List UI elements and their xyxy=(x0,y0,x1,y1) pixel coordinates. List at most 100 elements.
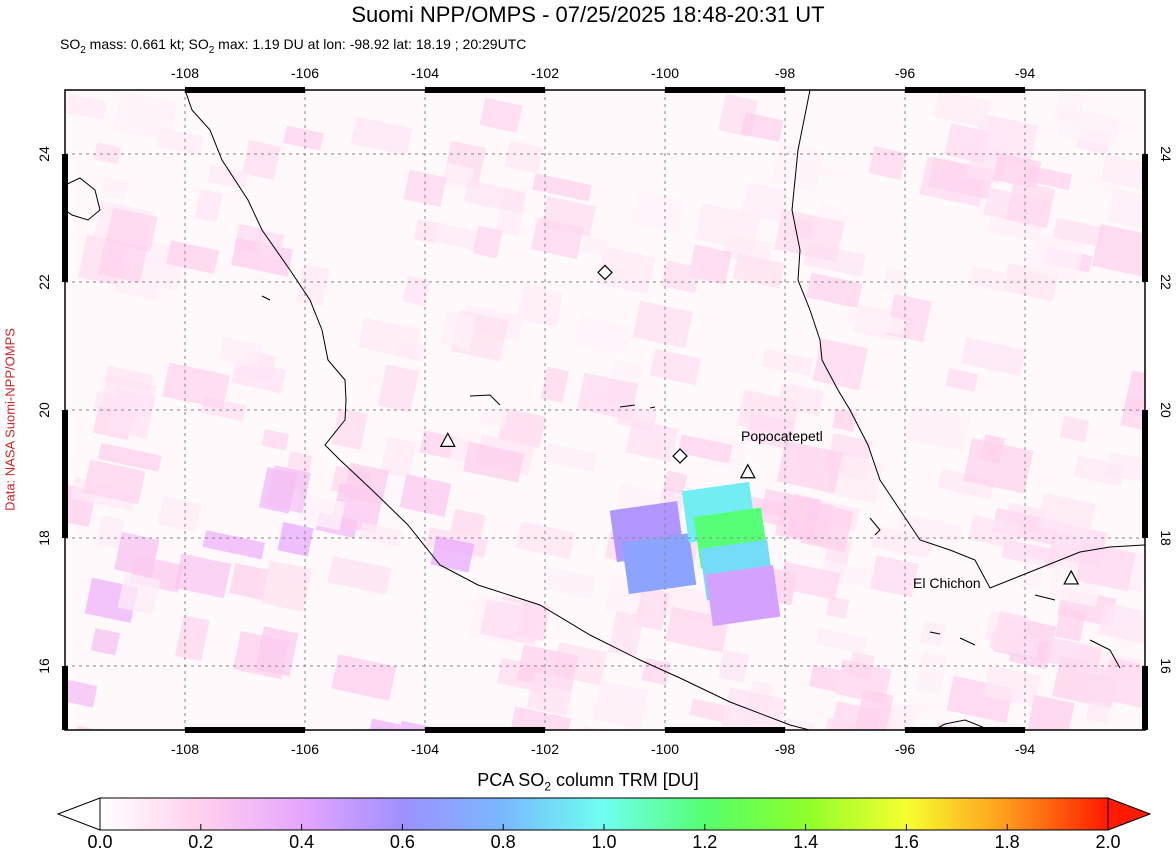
swath-pixel xyxy=(479,97,523,133)
swath-pixel xyxy=(101,177,129,201)
swath-pixel xyxy=(806,272,863,309)
lon-tick-label-bottom: -108 xyxy=(171,741,199,757)
swath-pixel xyxy=(945,368,979,392)
swath-pixel xyxy=(771,141,825,193)
swath-pixel xyxy=(632,300,693,349)
so2-mass-prefix: SO xyxy=(60,36,81,52)
frame-bar-bottom xyxy=(185,727,305,733)
swath-pixel xyxy=(777,382,825,417)
lat-tick-label-right: 22 xyxy=(1158,274,1174,290)
lat-tick-label-right: 16 xyxy=(1158,658,1174,674)
gulf-coastline xyxy=(791,90,1145,589)
so2-plume-pixel xyxy=(705,565,781,627)
swath-pixel xyxy=(973,113,1039,166)
colorbar-tick-label: 1.0 xyxy=(591,832,617,852)
frame-bar-top xyxy=(665,87,785,93)
so2-mass-text: mass: 0.661 kt; SO xyxy=(85,36,209,52)
swath-pixel xyxy=(868,146,907,180)
swath-pixel xyxy=(350,116,413,156)
swath-pixel xyxy=(380,436,417,479)
lat-tick-label-left: 20 xyxy=(36,402,52,418)
swath-pixel xyxy=(506,706,572,730)
so2-max-subscript: 2 xyxy=(208,44,215,56)
swath-pixel xyxy=(429,221,481,251)
lon-tick-label-top: -104 xyxy=(411,65,439,81)
swath-pixel xyxy=(592,680,649,730)
swath-pixel xyxy=(826,453,884,504)
frame-bar-bottom xyxy=(905,727,1025,733)
colorbar-tick-label: 2.0 xyxy=(1095,832,1121,852)
frame-bar-bottom xyxy=(665,727,785,733)
swath-pixel xyxy=(1044,637,1103,673)
colorbar-tick-label: 1.4 xyxy=(793,832,819,852)
swath-pixel xyxy=(819,559,870,588)
swath-pixel xyxy=(661,260,701,294)
swath-pixel xyxy=(327,555,392,595)
swath-pixel xyxy=(358,317,420,359)
colorbar-tick-label: 0.2 xyxy=(188,832,214,852)
frame-bar-bottom xyxy=(425,727,545,733)
swath-pixel xyxy=(854,689,894,730)
swath-pixel xyxy=(242,140,281,181)
swath-pixel xyxy=(776,440,843,494)
frame-bar-right xyxy=(1142,666,1148,730)
swath-pixel xyxy=(814,628,868,655)
swath-pixel xyxy=(231,359,287,394)
swath-pixel xyxy=(808,664,841,692)
swath-pixel xyxy=(897,513,963,544)
swath-pixel xyxy=(463,441,525,483)
lon-tick-label-bottom: -102 xyxy=(531,741,559,757)
swath-pixel xyxy=(440,310,476,350)
swath-pixel xyxy=(905,405,971,452)
axis-tick-labels: -108 -108 -106 -106 -104 -104 -102 -102 -100 -100… xyxy=(36,65,1174,757)
frame-bar-left xyxy=(62,154,68,282)
colorbar-tick-label: 0.0 xyxy=(87,832,113,852)
pacific-coastline xyxy=(184,90,1001,730)
swath-pixel xyxy=(663,470,688,495)
colorbar-title: PCA SO2 column TRM [DU] xyxy=(0,770,1176,794)
swath-pixel xyxy=(870,525,933,559)
swath-pixel xyxy=(825,596,850,620)
swath-pixel xyxy=(532,173,592,202)
lon-tick-label-top: -100 xyxy=(651,65,679,81)
swath-pixel xyxy=(678,434,733,464)
swath-pixel xyxy=(83,459,146,505)
frame-bar-top xyxy=(185,87,305,93)
swath-pixel xyxy=(745,412,795,450)
lon-tick-label-bottom: -104 xyxy=(411,741,439,757)
swath-pixel xyxy=(1026,694,1075,730)
volcano-triangle-marker xyxy=(739,463,756,479)
swath-pixel xyxy=(174,553,232,599)
swath-pixel xyxy=(846,307,907,336)
swath-pixel xyxy=(261,429,290,451)
swath-pixel xyxy=(93,142,122,164)
colorbar-max-arrow xyxy=(1107,797,1152,831)
swath-pixel xyxy=(377,364,420,413)
swath-pixel xyxy=(915,651,948,695)
volcano-triangle-marker xyxy=(1063,569,1080,585)
swath-pixel xyxy=(479,406,508,430)
so2-plume-pixel xyxy=(621,533,697,595)
so2-summary: SO2 mass: 0.661 kt; SO2 max: 1.19 DU at … xyxy=(60,36,526,56)
swath-pixel xyxy=(367,718,401,730)
frame-bar-left xyxy=(62,666,68,730)
swath-pixel xyxy=(689,698,727,723)
swath-pixel xyxy=(960,337,1026,376)
swath-pixel xyxy=(105,207,158,252)
swath-pixel xyxy=(90,628,121,656)
swath-pixel xyxy=(450,508,486,538)
swath-pixel xyxy=(631,190,685,234)
swath-pixel xyxy=(989,629,1041,659)
swath-pixel xyxy=(530,217,584,260)
swath-pixel xyxy=(175,615,210,662)
swath-pixel xyxy=(107,388,156,439)
colorbar-tick-label: 1.6 xyxy=(893,832,919,852)
swath-pixel xyxy=(625,419,679,463)
swath-pixel xyxy=(207,164,249,190)
lon-tick-label-top: -106 xyxy=(291,65,319,81)
lat-tick-label-left: 24 xyxy=(36,146,52,162)
islas-marias xyxy=(261,295,1121,669)
swath-pixel xyxy=(358,522,403,547)
colorbar-tick-label: 1.8 xyxy=(994,832,1020,852)
el-chichon-label: El Chichon xyxy=(913,575,981,591)
